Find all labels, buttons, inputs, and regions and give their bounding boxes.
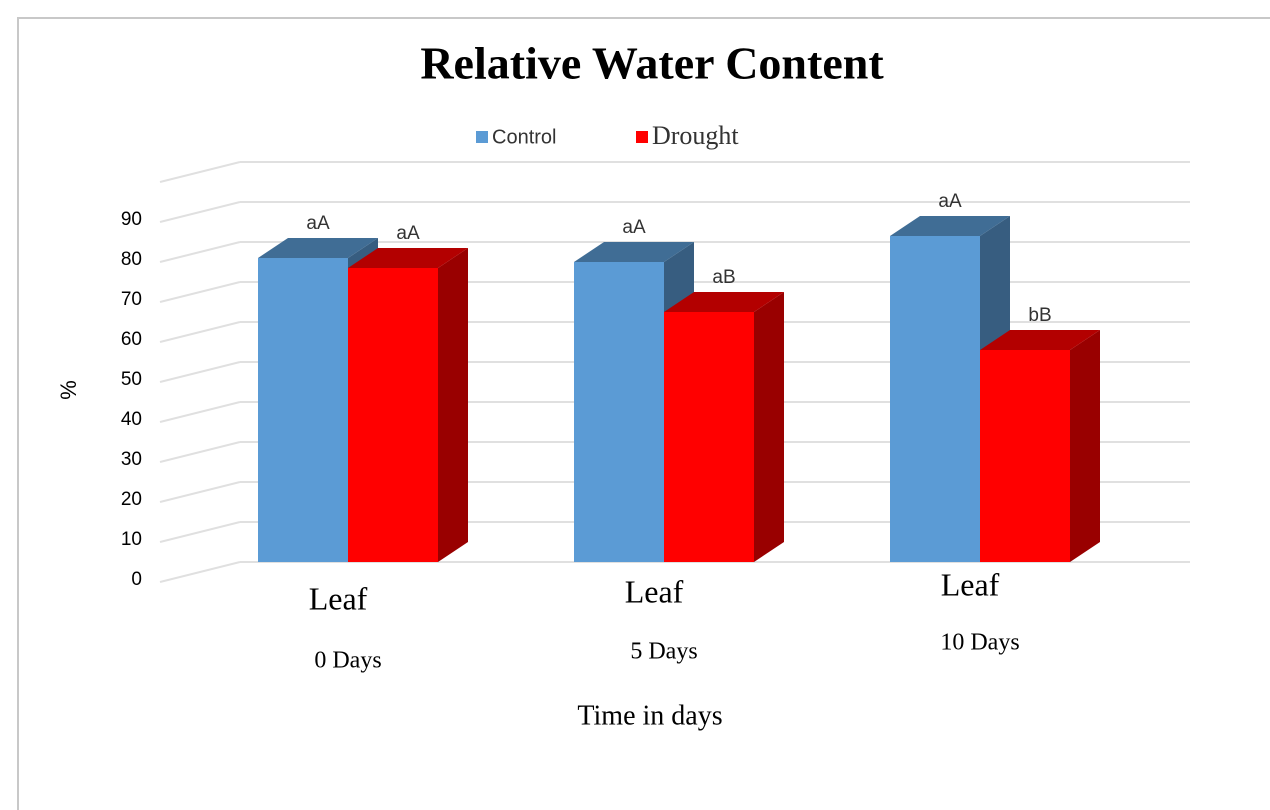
bar xyxy=(664,312,754,562)
grid-line-side xyxy=(159,521,241,543)
bar-letter: aB xyxy=(712,267,735,288)
y-tick-label: 30 xyxy=(121,449,142,470)
chart-title: Relative Water Content xyxy=(420,38,884,89)
grid-line-side xyxy=(159,441,241,463)
y-tick-label: 70 xyxy=(121,289,142,310)
grid-line-side xyxy=(159,201,241,223)
y-axis-label: % xyxy=(56,380,81,400)
x-tick-sublabel: 10 Days xyxy=(940,630,1019,656)
bar-side xyxy=(754,292,784,562)
x-tick-label: Leaf xyxy=(941,566,1000,602)
y-tick-label: 40 xyxy=(121,409,142,430)
bar-letter: aA xyxy=(938,191,962,212)
bar-top xyxy=(980,330,1100,350)
y-tick-label: 90 xyxy=(121,209,142,230)
wall-side-top xyxy=(159,161,241,183)
grid-line-side xyxy=(159,561,241,583)
grid-line-side xyxy=(159,401,241,423)
x-tick-label: Leaf xyxy=(309,580,368,616)
bar-letter: bB xyxy=(1028,305,1051,326)
bar xyxy=(258,258,348,562)
bar-letter: aA xyxy=(622,217,646,238)
bar xyxy=(890,236,980,562)
bar-top xyxy=(348,248,468,268)
bar-letter: aA xyxy=(306,213,330,234)
bar-letter: aA xyxy=(396,223,420,244)
legend-label: Control xyxy=(492,126,556,148)
bar-side xyxy=(438,248,468,562)
y-tick-label: 20 xyxy=(121,489,142,510)
x-tick-sublabel: 0 Days xyxy=(314,648,381,674)
grid-line-side xyxy=(159,321,241,343)
x-tick-label: Leaf xyxy=(625,573,684,609)
y-tick-label: 80 xyxy=(121,249,142,270)
y-tick-label: 0 xyxy=(131,569,142,590)
bar-top xyxy=(664,292,784,312)
bar-top xyxy=(574,242,694,262)
bar xyxy=(574,262,664,562)
y-tick-label: 60 xyxy=(121,329,142,350)
y-tick-label: 50 xyxy=(121,369,142,390)
grid-line-side xyxy=(159,481,241,503)
bar-top xyxy=(890,216,1010,236)
legend-label: Drought xyxy=(652,121,739,150)
x-tick-sublabel: 5 Days xyxy=(630,639,697,665)
grid-line-side xyxy=(159,361,241,383)
x-axis-label: Time in days xyxy=(577,700,722,731)
legend-swatch xyxy=(476,131,488,143)
bar-top xyxy=(258,238,378,258)
bar xyxy=(348,268,438,562)
frame xyxy=(17,17,1270,810)
bar-side xyxy=(1070,330,1100,562)
legend-swatch xyxy=(636,131,648,143)
bar xyxy=(980,350,1070,562)
grid-line-side xyxy=(159,281,241,303)
grid-line-side xyxy=(159,241,241,263)
y-tick-label: 10 xyxy=(121,529,142,550)
